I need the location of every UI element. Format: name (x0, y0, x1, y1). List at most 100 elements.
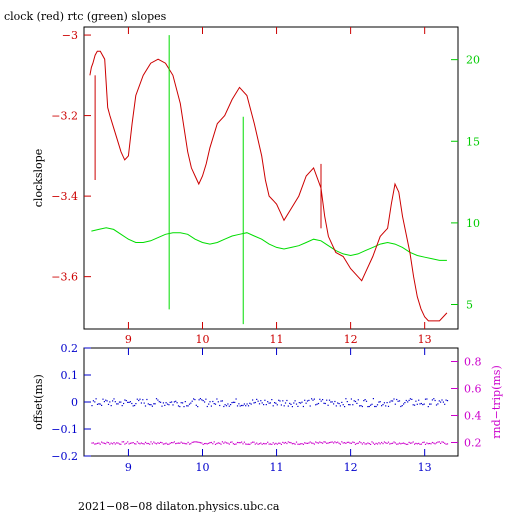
offset-point (349, 404, 351, 406)
offset-point (144, 405, 147, 407)
roundtrip-point (397, 443, 399, 445)
offset-point (106, 400, 108, 402)
roundtrip-point (300, 443, 302, 445)
offset-point (105, 399, 107, 401)
roundtrip-point (339, 443, 341, 445)
top-right-tick-label: 5 (466, 299, 473, 312)
roundtrip-point (324, 441, 326, 443)
offset-point (319, 398, 321, 400)
roundtrip-point (186, 443, 188, 445)
roundtrip-point (378, 442, 380, 444)
roundtrip-point (236, 441, 239, 444)
roundtrip-point (191, 441, 193, 443)
offset-point (364, 399, 366, 401)
offset-point (297, 405, 299, 407)
roundtrip-point (401, 442, 403, 444)
roundtrip-point (201, 442, 203, 444)
offset-point (418, 399, 420, 401)
roundtrip-point (398, 442, 401, 444)
offset-point (235, 398, 237, 400)
offset-point (390, 400, 392, 402)
roundtrip-point (260, 442, 262, 444)
top-left-tick-label: −3.6 (51, 271, 78, 284)
roundtrip-point (360, 442, 362, 444)
roundtrip-point (131, 442, 133, 444)
offset-point (98, 403, 100, 405)
roundtrip-point (138, 442, 140, 444)
roundtrip-point (361, 443, 363, 445)
roundtrip-point (106, 441, 108, 443)
bottom-y2-axis-label: rnd−trip(ms) (490, 365, 503, 439)
offset-point (267, 401, 269, 403)
roundtrip-point (294, 443, 296, 445)
offset-point (186, 405, 188, 407)
roundtrip-point (317, 442, 320, 444)
offset-point (236, 405, 239, 407)
offset-point (121, 405, 123, 407)
offset-point (208, 403, 210, 405)
roundtrip-point (91, 442, 93, 444)
offset-point (372, 398, 374, 400)
offset-point (242, 404, 244, 407)
bottom-plot-frame (83, 347, 459, 457)
roundtrip-point (94, 443, 96, 445)
offset-point (405, 399, 407, 402)
roundtrip-point (204, 443, 206, 445)
roundtrip-point (279, 442, 281, 444)
roundtrip-point (344, 442, 346, 444)
offset-point (212, 400, 214, 403)
offset-point (359, 405, 361, 407)
offset-point (206, 405, 208, 408)
offset-point (268, 402, 270, 404)
offset-point (230, 404, 232, 406)
offset-point (361, 405, 363, 408)
roundtrip-point (168, 443, 170, 445)
offset-point (205, 398, 207, 400)
roundtrip-point (128, 443, 130, 445)
offset-point (382, 404, 384, 406)
roundtrip-point (144, 441, 147, 443)
roundtrip-point (430, 443, 432, 445)
offset-point (175, 400, 177, 402)
roundtrip-point (257, 443, 259, 445)
offset-point (335, 405, 337, 407)
offset-point (168, 404, 170, 406)
offset-point (394, 403, 396, 405)
offset-point (346, 401, 348, 403)
roundtrip-point (327, 442, 329, 444)
offset-point (213, 403, 215, 405)
roundtrip-point (364, 443, 366, 445)
roundtrip-point (107, 442, 110, 444)
offset-point (241, 404, 243, 407)
offset-point (279, 400, 281, 402)
offset-point (107, 403, 110, 405)
offset-point (306, 400, 309, 402)
offset-point (398, 400, 401, 402)
roundtrip-point (280, 443, 282, 445)
roundtrip-point (341, 441, 343, 443)
roundtrip-point (187, 441, 189, 443)
offset-point (258, 403, 261, 405)
roundtrip-point (95, 443, 97, 445)
roundtrip-point (268, 443, 270, 445)
offset-point (327, 404, 329, 406)
offset-point (128, 401, 130, 403)
top-left-axis: −3 −3.2 −3.4 −3.6 (51, 29, 91, 284)
roundtrip-point (415, 442, 417, 444)
bottom-right-tick-label: 0.8 (464, 356, 482, 369)
roundtrip-point (422, 441, 424, 444)
roundtrip-point (338, 442, 340, 444)
roundtrip-point (365, 443, 368, 445)
roundtrip-point (143, 443, 145, 445)
offset-point (407, 401, 409, 403)
offset-point (101, 404, 103, 406)
offset-point (176, 402, 178, 404)
roundtrip-point (157, 442, 159, 444)
roundtrip-points (91, 441, 449, 445)
offset-point (389, 401, 391, 403)
roundtrip-point (437, 441, 439, 443)
offset-point (243, 403, 245, 405)
offset-point (337, 402, 339, 404)
roundtrip-point (232, 443, 234, 445)
roundtrip-point (246, 443, 248, 445)
